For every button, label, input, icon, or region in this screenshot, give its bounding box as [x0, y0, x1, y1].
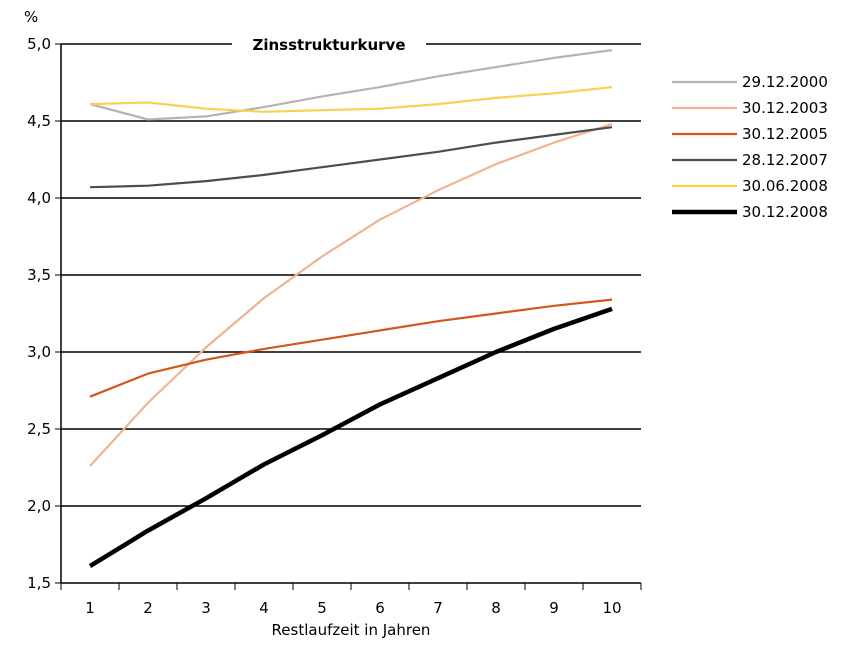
legend-label: 30.12.2008 — [742, 203, 828, 221]
y-tick-labels: 1,5 2,0 2,5 3,0 3,5 4,0 4,5 5,0 — [27, 35, 51, 592]
axes — [55, 43, 642, 590]
y-tick-label: 3,5 — [27, 266, 51, 284]
x-tick-label: 6 — [375, 599, 385, 617]
y-axis-label: % — [24, 8, 38, 26]
x-tick-label: 5 — [317, 599, 327, 617]
x-tick-labels: 1 2 3 4 5 6 7 8 9 10 — [85, 599, 621, 617]
legend: 29.12.2000 30.12.2003 30.12.2005 28.12.2007… — [672, 73, 828, 221]
x-tick-label: 2 — [143, 599, 153, 617]
legend-label: 30.12.2003 — [742, 99, 828, 117]
legend-label: 30.06.2008 — [742, 177, 828, 195]
x-tick-label: 10 — [602, 599, 621, 617]
y-tick-label: 2,5 — [27, 420, 51, 438]
gridlines — [61, 43, 641, 507]
y-tick-label: 1,5 — [27, 574, 51, 592]
x-tick-label: 7 — [433, 599, 443, 617]
series-line-30.12.2003 — [89, 123, 613, 467]
y-tick-label: 5,0 — [27, 35, 51, 53]
chart-title: Zinsstrukturkurve — [252, 36, 405, 54]
x-axis-label: Restlaufzeit in Jahren — [272, 621, 431, 639]
x-tick-label: 9 — [549, 599, 559, 617]
x-tick-label: 3 — [201, 599, 211, 617]
y-tick-label: 2,0 — [27, 497, 51, 515]
legend-label: 30.12.2005 — [742, 125, 828, 143]
x-tick-label: 4 — [259, 599, 269, 617]
legend-label: 28.12.2007 — [742, 151, 828, 169]
y-tick-label: 3,0 — [27, 343, 51, 361]
chart-title-group: Zinsstrukturkurve — [232, 33, 426, 55]
series-line-30.12.2008 — [88, 306, 613, 569]
x-tick-label: 8 — [491, 599, 501, 617]
series-line-30.06.2008 — [89, 86, 613, 113]
x-tick-label: 1 — [85, 599, 95, 617]
chart-title-background — [232, 33, 426, 55]
y-tick-label: 4,0 — [27, 189, 51, 207]
series-line-28.12.2007 — [89, 126, 613, 189]
y-tick-label: 4,5 — [27, 112, 51, 130]
legend-label: 29.12.2000 — [742, 73, 828, 91]
series-lines — [88, 49, 613, 569]
series-line-30.12.2005 — [89, 298, 613, 398]
series-line-29.12.2000 — [89, 49, 613, 121]
